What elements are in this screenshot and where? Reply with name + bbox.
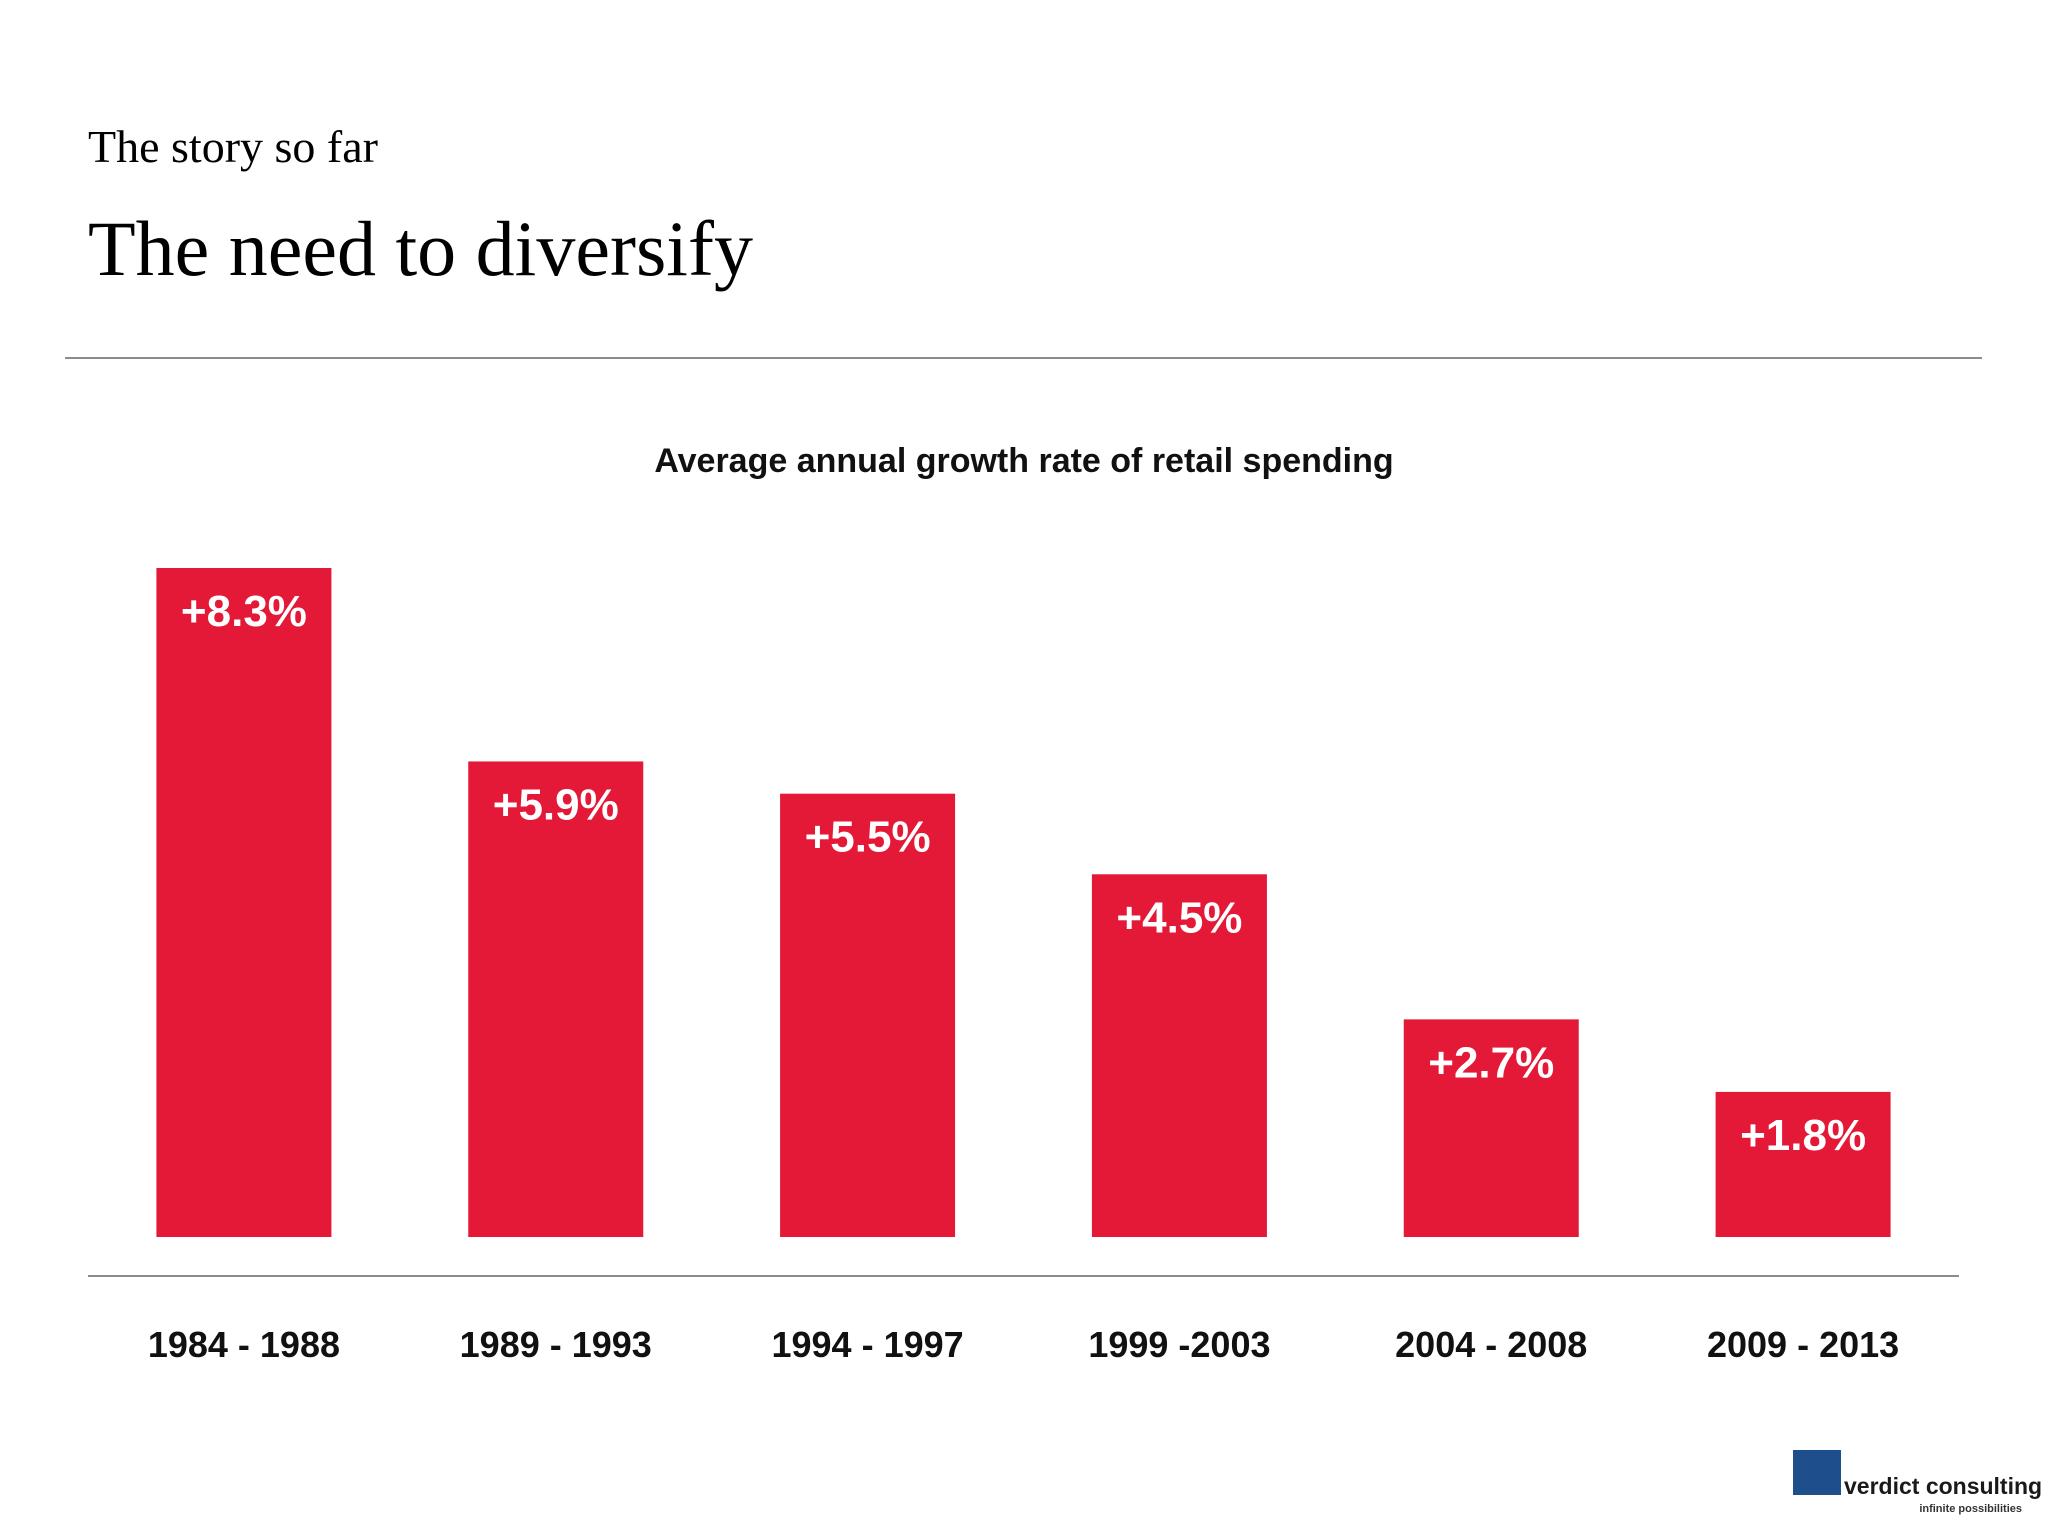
bar xyxy=(156,568,332,1237)
x-tick-label: 1989 - 1993 xyxy=(460,1324,652,1365)
value-label: +5.9% xyxy=(493,780,619,829)
bar xyxy=(780,793,956,1237)
bar xyxy=(1403,1019,1579,1237)
value-label: +8.3% xyxy=(181,587,307,636)
x-tick-label: 1999 -2003 xyxy=(1088,1324,1270,1365)
value-label: +4.5% xyxy=(1116,893,1242,942)
bar xyxy=(1715,1091,1891,1237)
x-tick-label: 1984 - 1988 xyxy=(148,1324,340,1365)
value-label: +1.8% xyxy=(1740,1111,1866,1160)
x-tick-label: 2004 - 2008 xyxy=(1395,1324,1587,1365)
logo-tagline: infinite possibilities xyxy=(1919,1503,2022,1515)
bar xyxy=(1091,874,1267,1237)
value-label: +5.5% xyxy=(805,813,931,862)
chart-title: Average annual growth rate of retail spe… xyxy=(654,442,1393,480)
logo-name: verdict consulting xyxy=(1844,1473,2042,1499)
slide-title: The need to diversify xyxy=(88,205,753,292)
kicker: The story so far xyxy=(88,121,378,172)
value-label: +2.7% xyxy=(1428,1038,1554,1087)
x-tick-label: 1994 - 1997 xyxy=(771,1324,963,1365)
logo-mark xyxy=(1793,1450,1841,1495)
x-tick-label: 2009 - 2013 xyxy=(1707,1324,1899,1365)
bar xyxy=(468,761,644,1237)
